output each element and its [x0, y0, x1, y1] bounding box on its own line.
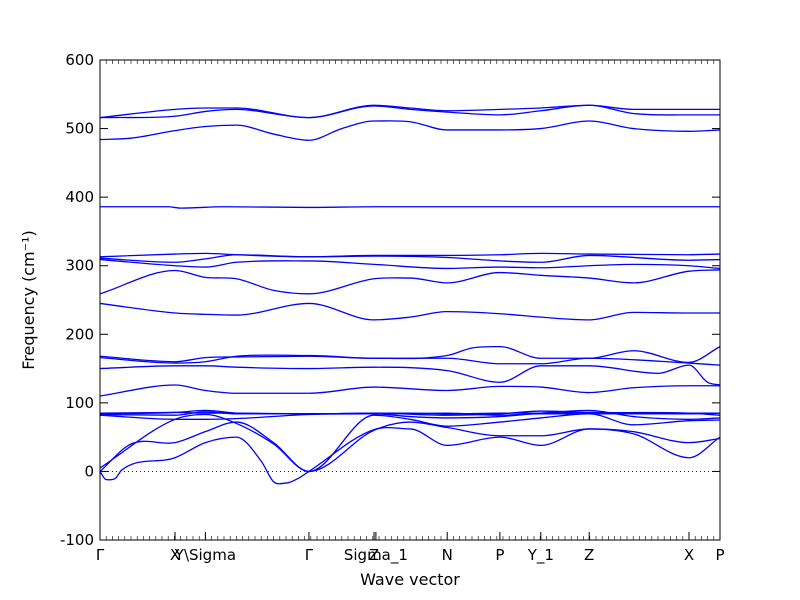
x-tick-label: Y\Sigma [174, 546, 236, 564]
x-tick-label: X [684, 546, 694, 564]
phonon-branch-5 [99, 252, 721, 258]
x-tick-label: Γ [305, 546, 314, 564]
x-tick-label: Y_1 [527, 546, 554, 565]
phonon-branch-3 [99, 120, 721, 141]
x-tick-label: Sigma_1 [344, 546, 408, 565]
phonon-branch-8 [99, 269, 721, 295]
y-tick-label: 600 [65, 51, 94, 69]
x-tick-label: Z [584, 546, 594, 564]
phonon-branch-10 [99, 345, 721, 364]
phonon-branch-20 [99, 411, 720, 415]
phonon-branch-16 [99, 409, 721, 420]
y-axis: -100 0 100 200 300 400 500 600 [60, 51, 720, 549]
phonon-branch-2 [99, 104, 720, 119]
phonon-branch-11 [99, 354, 721, 366]
x-tick-label: P [715, 546, 724, 564]
plot-frame [99, 59, 721, 541]
y-tick-label: 100 [65, 394, 94, 412]
phonon-branch-7 [99, 258, 721, 270]
x-tick-label: P [495, 546, 504, 564]
x-tick-label: Γ [96, 546, 105, 564]
plot-area [99, 104, 721, 485]
y-tick-label: -100 [60, 531, 94, 549]
phonon-branch-4 [100, 206, 720, 209]
x-tick-label: X [170, 546, 180, 564]
y-axis-label: Frequency (cm⁻¹) [19, 230, 38, 369]
y-tick-label: 400 [65, 188, 94, 206]
phonon-branch-1 [99, 104, 720, 119]
phonon-branch-6 [99, 254, 721, 263]
phonon-branch-12 [99, 364, 721, 386]
y-tick-label: 500 [65, 120, 94, 138]
phonon-branch-9 [99, 302, 720, 321]
y-tick-label: 200 [65, 325, 94, 343]
y-tick-label: 0 [84, 462, 94, 480]
x-tick-label: Z [369, 546, 379, 564]
x-tick-label: N [442, 546, 453, 564]
phonon-branch-13 [99, 384, 720, 397]
x-axis-label: Wave vector [360, 570, 460, 589]
phonon-branch-19 [99, 426, 721, 485]
phonon-branch-17 [99, 413, 721, 473]
y-tick-label: 300 [65, 257, 94, 275]
